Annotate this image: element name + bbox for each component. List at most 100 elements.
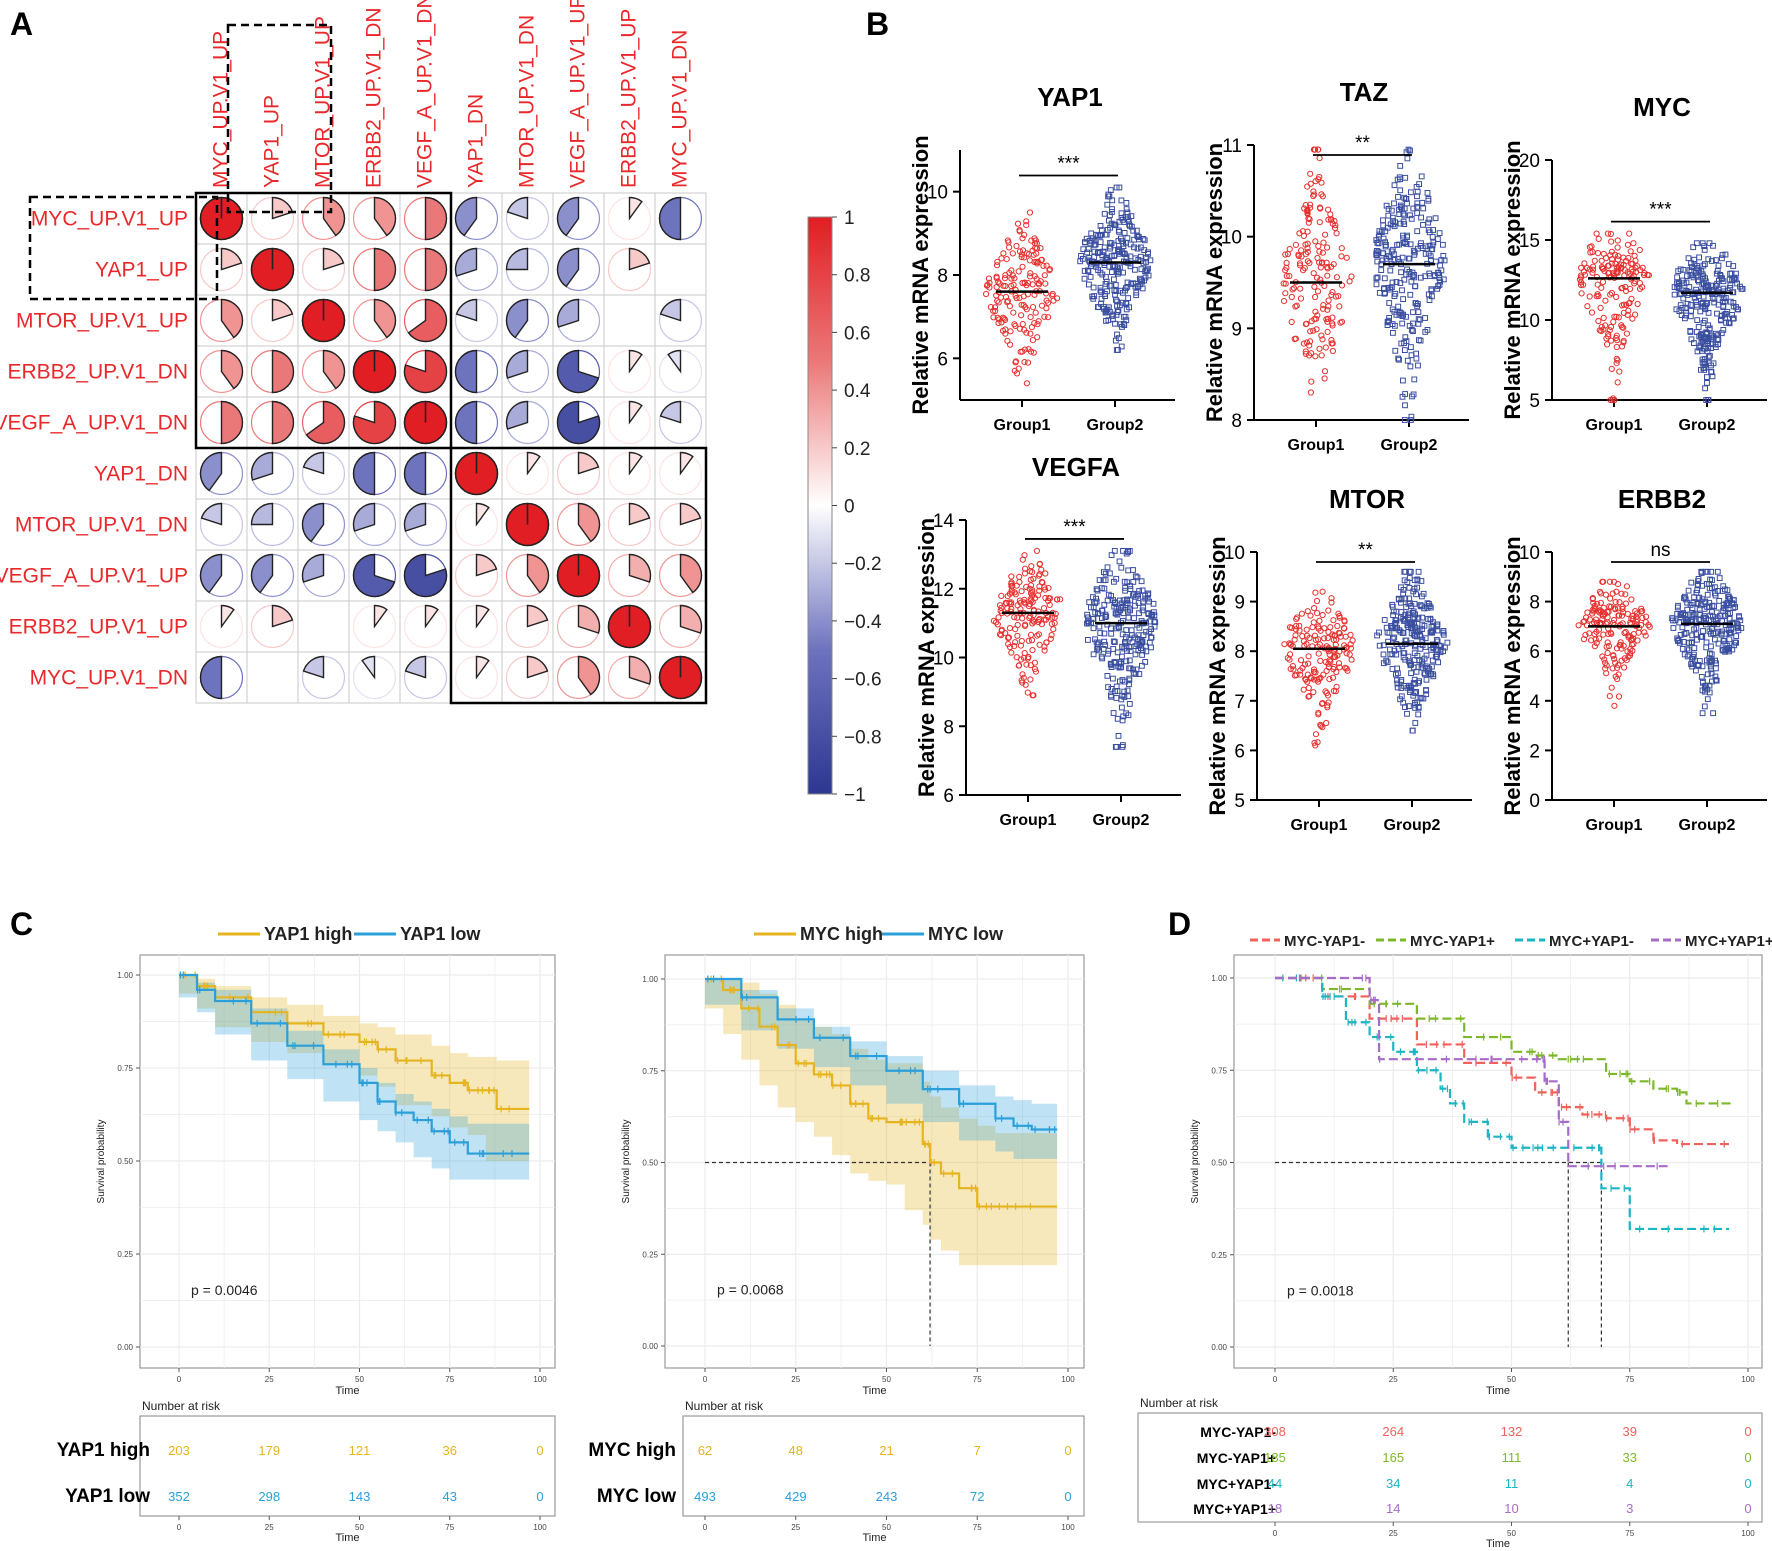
group1-point bbox=[1048, 632, 1055, 639]
group2-point bbox=[1681, 595, 1687, 601]
group1-point bbox=[1583, 264, 1591, 272]
colorbar-tick-label: 1 bbox=[844, 208, 855, 229]
group1-point bbox=[1324, 702, 1331, 709]
pie-wedge bbox=[403, 451, 427, 496]
group1-point bbox=[992, 307, 999, 315]
group2-point bbox=[1398, 599, 1404, 606]
group2-point bbox=[1375, 240, 1382, 247]
group2-point bbox=[1671, 291, 1678, 298]
group2-point bbox=[1373, 281, 1380, 288]
group2-point bbox=[1408, 352, 1415, 359]
colorbar-tick-label: −1 bbox=[844, 785, 866, 806]
group2-point bbox=[1409, 727, 1416, 734]
group2-point bbox=[1120, 313, 1127, 320]
group2-point bbox=[1085, 614, 1091, 621]
group2-point bbox=[1705, 354, 1712, 361]
group2-point bbox=[1734, 620, 1740, 627]
group1-point bbox=[1006, 244, 1013, 251]
group1-point bbox=[1609, 665, 1616, 672]
group2-point bbox=[1141, 237, 1148, 244]
group2-point bbox=[1695, 277, 1701, 284]
group1-point bbox=[1040, 605, 1048, 612]
group1-point bbox=[1289, 663, 1297, 670]
group1-point bbox=[1619, 605, 1626, 613]
group1-point bbox=[1605, 262, 1612, 269]
group2-point bbox=[1397, 163, 1404, 169]
group2-point bbox=[1119, 677, 1126, 683]
risk-x-tick-label: 100 bbox=[1061, 1523, 1075, 1532]
group1-point bbox=[1325, 303, 1332, 310]
group2-point bbox=[1103, 231, 1110, 238]
group2-point bbox=[1394, 665, 1400, 672]
y-axis-label: Survival probability bbox=[1190, 1120, 1201, 1204]
group2-point bbox=[1704, 591, 1711, 598]
pie-wedge bbox=[322, 349, 346, 390]
risk-count: 264 bbox=[1382, 1424, 1404, 1439]
group1-point bbox=[1006, 590, 1014, 597]
group1-point bbox=[1606, 578, 1614, 585]
group1-point bbox=[1036, 561, 1043, 568]
group1-point bbox=[1033, 547, 1041, 555]
survival-curve bbox=[1275, 976, 1730, 1146]
group2-point bbox=[1099, 271, 1106, 278]
group2-point bbox=[1686, 639, 1692, 646]
x-tick-label: Group1 bbox=[1291, 817, 1348, 834]
group2-point bbox=[1143, 628, 1149, 635]
group2-point bbox=[1105, 684, 1111, 691]
group2-point bbox=[1116, 249, 1122, 255]
panel-letter-d: D bbox=[1168, 906, 1191, 942]
risk-x-tick-label: 100 bbox=[1741, 1529, 1755, 1538]
group2-point bbox=[1399, 313, 1406, 320]
group2-point bbox=[1136, 610, 1142, 617]
row-label: YAP1_UP bbox=[95, 259, 188, 282]
group1-point bbox=[1315, 709, 1322, 716]
group2-point bbox=[1092, 241, 1099, 248]
risk-count: 493 bbox=[694, 1489, 716, 1504]
group2-point bbox=[1401, 417, 1408, 423]
group2-point bbox=[1127, 263, 1134, 270]
group2-point bbox=[1426, 601, 1432, 607]
group2-point bbox=[1148, 634, 1154, 641]
group2-point bbox=[1415, 614, 1422, 621]
group1-point bbox=[1280, 280, 1287, 287]
group2-point bbox=[1110, 221, 1117, 228]
group2-point bbox=[1119, 644, 1126, 650]
risk-count: 11 bbox=[1505, 1476, 1519, 1491]
group2-point bbox=[1724, 587, 1731, 594]
group2-point bbox=[1424, 327, 1431, 333]
col-label: ERBB2_UP.V1_DN bbox=[363, 7, 386, 188]
y-tick-label: 0.75 bbox=[642, 1067, 658, 1076]
group2-point bbox=[1410, 608, 1417, 615]
group2-point bbox=[1115, 733, 1122, 739]
group2-point bbox=[1116, 269, 1122, 276]
group1-point bbox=[1293, 672, 1300, 679]
group1-point bbox=[1315, 623, 1322, 630]
group2-point bbox=[1127, 597, 1134, 604]
group2-point bbox=[1675, 281, 1682, 288]
group1-point bbox=[1304, 248, 1311, 256]
group2-point bbox=[1084, 620, 1090, 627]
group2-point bbox=[1687, 313, 1694, 320]
group2-point bbox=[1687, 328, 1694, 334]
group1-point bbox=[1312, 589, 1319, 596]
group2-point bbox=[1132, 255, 1139, 262]
group1-point bbox=[1304, 183, 1311, 190]
group2-point bbox=[1398, 269, 1404, 276]
group2-point bbox=[1699, 359, 1706, 366]
group1-point bbox=[1014, 621, 1021, 629]
group2-point bbox=[1389, 666, 1396, 672]
group2-point bbox=[1415, 568, 1422, 575]
group2-point bbox=[1422, 671, 1428, 678]
x-tick-label: Group2 bbox=[1384, 817, 1441, 834]
group2-point bbox=[1119, 704, 1125, 711]
pie-wedge bbox=[250, 553, 274, 594]
group2-point bbox=[1374, 248, 1380, 254]
y-tick-label: 8 bbox=[1231, 411, 1242, 432]
risk-row-label: MYC+YAP1+ bbox=[1193, 1501, 1276, 1517]
group1-point bbox=[1619, 324, 1626, 331]
group2-point bbox=[1410, 320, 1416, 327]
group1-point bbox=[1588, 309, 1596, 316]
risk-row-label: YAP1 high bbox=[57, 1440, 150, 1461]
group2-point bbox=[1418, 173, 1425, 180]
group1-point bbox=[1608, 256, 1616, 263]
